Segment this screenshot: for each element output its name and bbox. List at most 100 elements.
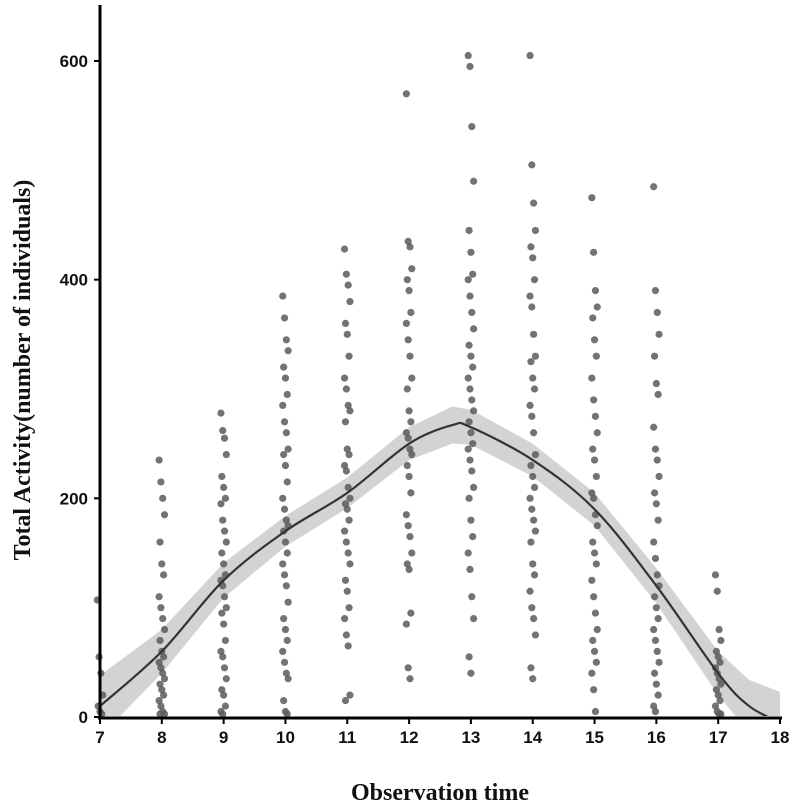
y-tick-label: 200	[60, 489, 88, 508]
data-point	[654, 691, 662, 699]
data-point	[221, 494, 230, 502]
data-point	[527, 243, 535, 251]
data-point	[468, 593, 476, 601]
data-point	[464, 374, 472, 382]
data-point	[344, 401, 352, 409]
x-tick-label: 17	[709, 728, 728, 747]
data-point	[217, 647, 225, 656]
data-point	[653, 571, 661, 579]
data-point	[527, 664, 535, 672]
data-point	[221, 636, 230, 645]
data-point	[342, 538, 350, 546]
data-point	[466, 62, 474, 71]
x-axis-label: Observation time	[351, 780, 529, 806]
data-point	[713, 587, 721, 595]
data-point	[716, 697, 724, 705]
data-point	[528, 604, 536, 612]
data-point	[467, 516, 475, 524]
data-point	[526, 51, 534, 60]
data-point	[219, 653, 227, 661]
x-tick-label: 18	[771, 728, 790, 747]
data-point	[650, 625, 658, 634]
data-point	[156, 538, 164, 546]
x-tick-label: 7	[95, 728, 104, 747]
data-point	[408, 265, 416, 273]
data-point	[589, 445, 597, 453]
data-point	[342, 385, 350, 393]
data-point	[280, 505, 289, 513]
data-point	[714, 691, 722, 699]
data-point	[343, 445, 351, 453]
data-point	[526, 587, 534, 595]
data-point	[650, 183, 658, 191]
data-point	[527, 538, 535, 546]
data-point	[593, 522, 601, 530]
data-point	[651, 707, 660, 716]
data-point	[222, 675, 230, 683]
data-point	[217, 409, 225, 417]
data-point	[279, 292, 287, 300]
data-point	[655, 658, 663, 666]
data-point	[592, 472, 600, 481]
data-point	[653, 456, 661, 464]
data-point	[528, 161, 536, 169]
data-point	[282, 429, 290, 437]
points-layer	[93, 51, 725, 718]
data-point	[155, 456, 163, 464]
data-point	[650, 702, 658, 710]
data-point	[651, 554, 660, 563]
data-point	[346, 407, 354, 415]
data-point	[346, 560, 354, 568]
data-point	[526, 292, 534, 300]
data-point	[470, 325, 478, 333]
data-point	[468, 123, 476, 131]
data-point	[712, 686, 720, 694]
data-point	[157, 478, 165, 486]
data-point	[527, 358, 535, 366]
data-point	[530, 276, 539, 284]
data-point	[406, 243, 414, 251]
data-point	[222, 538, 230, 546]
data-point	[467, 248, 475, 256]
data-point	[531, 226, 540, 235]
data-point	[531, 527, 540, 535]
data-point	[217, 500, 225, 508]
data-point	[280, 697, 288, 705]
data-point	[711, 702, 720, 710]
data-point	[590, 494, 598, 502]
data-point	[650, 669, 659, 677]
data-point	[340, 245, 349, 253]
data-point	[284, 598, 292, 606]
data-point	[283, 636, 291, 645]
data-point	[282, 516, 290, 524]
data-point	[469, 270, 477, 278]
data-point	[220, 560, 228, 568]
x-tick-label: 10	[276, 728, 295, 747]
data-point	[159, 669, 167, 677]
data-point	[340, 461, 349, 470]
x-tick-label: 12	[400, 728, 419, 747]
data-point	[717, 680, 725, 688]
data-point	[283, 478, 291, 486]
data-point	[407, 609, 415, 617]
y-tick-label: 600	[60, 52, 88, 71]
data-point	[717, 710, 725, 718]
x-tick-label: 16	[647, 728, 666, 747]
data-point	[343, 587, 351, 595]
data-point	[218, 686, 226, 694]
data-point	[528, 505, 536, 513]
data-point	[530, 199, 538, 207]
data-point	[529, 254, 537, 262]
data-point	[406, 352, 414, 360]
data-point	[280, 314, 289, 322]
data-point	[467, 429, 475, 437]
data-point	[280, 363, 288, 371]
data-point	[403, 461, 411, 470]
data-point	[222, 451, 230, 459]
data-point	[283, 549, 291, 557]
data-point	[468, 467, 476, 475]
data-point	[469, 363, 477, 371]
data-point	[529, 374, 537, 382]
data-point	[651, 287, 660, 295]
